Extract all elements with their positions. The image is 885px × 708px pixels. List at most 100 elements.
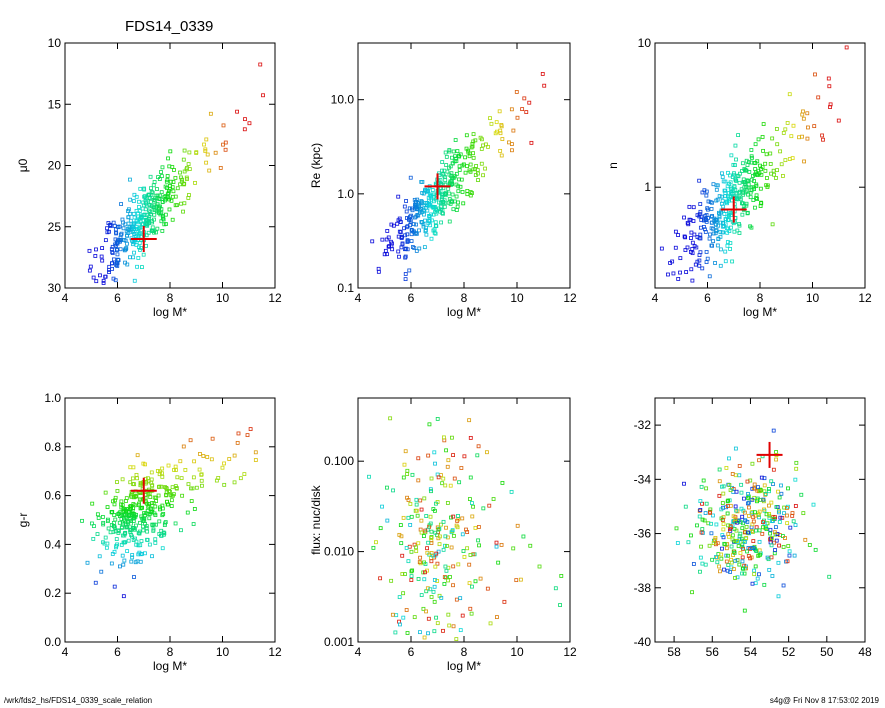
data-point	[414, 549, 419, 554]
data-point	[186, 482, 191, 487]
data-point	[527, 100, 532, 105]
data-point	[432, 578, 437, 582]
data-point	[188, 438, 193, 443]
data-point	[435, 417, 440, 421]
data-point	[400, 553, 405, 558]
data-point	[755, 496, 760, 501]
data-point	[769, 479, 774, 484]
data-point	[165, 177, 170, 182]
data-point	[524, 110, 529, 114]
x-tick-label: 4	[355, 291, 362, 305]
data-point	[709, 521, 713, 526]
data-point	[417, 246, 422, 251]
data-point	[202, 142, 206, 147]
data-point	[221, 142, 225, 147]
data-point	[737, 464, 742, 468]
data-point	[438, 178, 443, 182]
data-point	[235, 440, 240, 445]
data-point	[429, 476, 434, 481]
data-point	[149, 186, 153, 191]
data-point	[468, 162, 473, 167]
data-point	[673, 229, 678, 234]
data-point	[441, 547, 446, 552]
data-point	[450, 161, 455, 166]
data-point	[671, 271, 676, 276]
data-point	[522, 96, 527, 101]
data-point	[137, 205, 141, 209]
data-point	[713, 261, 717, 265]
data-point	[405, 224, 410, 229]
data-point	[720, 171, 724, 176]
data-point	[120, 553, 125, 558]
data-point	[714, 217, 719, 222]
data-point	[816, 95, 821, 100]
data-point	[709, 531, 714, 536]
data-point	[718, 220, 723, 225]
data-point	[417, 210, 422, 215]
data-point	[683, 248, 688, 252]
data-point	[751, 519, 756, 524]
data-point	[159, 484, 164, 489]
data-point	[429, 529, 434, 534]
data-point	[767, 567, 772, 572]
data-point	[693, 262, 698, 267]
data-point	[746, 513, 751, 518]
data-point	[674, 526, 679, 531]
x-tick-label: 12	[858, 291, 872, 305]
data-point	[130, 553, 135, 557]
data-point	[402, 462, 407, 467]
data-point	[753, 581, 758, 586]
data-point	[408, 523, 413, 527]
data-point	[460, 532, 465, 537]
data-point	[729, 153, 734, 158]
data-point	[140, 265, 144, 270]
data-point	[123, 247, 128, 252]
data-point	[378, 526, 383, 531]
data-point	[166, 156, 170, 161]
x-tick-label: 48	[858, 645, 872, 659]
data-point	[735, 228, 740, 233]
data-point	[389, 239, 393, 244]
data-point	[172, 468, 176, 472]
data-point	[540, 72, 545, 76]
x-tick-label: 12	[563, 291, 577, 305]
data-point	[414, 214, 419, 219]
data-point	[424, 189, 429, 193]
data-point	[806, 125, 810, 130]
data-point	[717, 493, 722, 498]
data-point	[138, 506, 143, 511]
data-point	[722, 212, 727, 216]
data-point	[181, 157, 186, 162]
data-point	[720, 175, 725, 179]
data-point	[148, 199, 153, 204]
data-point	[719, 516, 724, 521]
data-point	[385, 518, 390, 523]
data-point	[691, 562, 696, 566]
data-point	[159, 170, 163, 174]
data-point	[777, 495, 782, 500]
data-point	[113, 278, 118, 283]
data-point	[721, 204, 726, 209]
data-point	[698, 232, 703, 237]
data-point	[768, 527, 773, 532]
data-point	[726, 197, 731, 202]
data-point	[436, 527, 441, 532]
data-point	[756, 485, 760, 490]
data-point	[119, 499, 124, 504]
data-point	[169, 498, 174, 503]
data-point	[432, 227, 437, 232]
data-point	[745, 479, 750, 484]
data-point	[138, 543, 143, 548]
data-point	[744, 524, 749, 529]
data-point	[386, 235, 391, 240]
data-point	[447, 623, 452, 628]
data-point	[382, 252, 387, 257]
data-point	[198, 452, 202, 456]
data-point	[432, 584, 437, 589]
data-point	[80, 518, 84, 523]
data-point	[749, 525, 754, 530]
data-point	[214, 478, 219, 483]
data-point	[422, 212, 426, 217]
data-point	[692, 244, 697, 249]
data-point	[112, 584, 117, 589]
